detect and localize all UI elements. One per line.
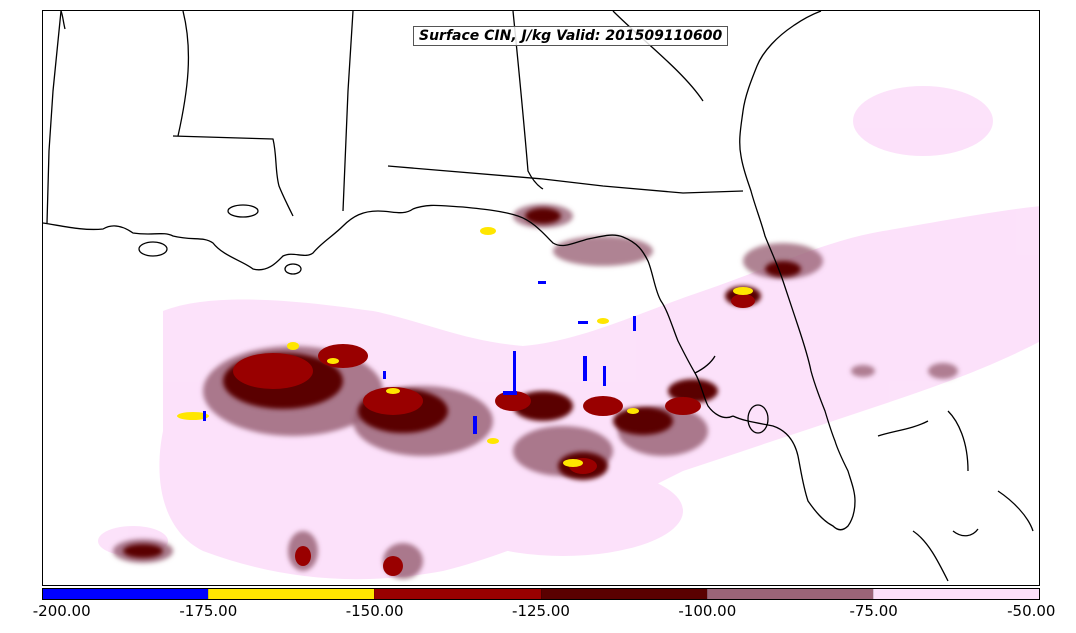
cin-red-layer	[233, 294, 755, 576]
colorbar-tick-label: -200.00	[32, 602, 91, 620]
colorbar-tick-label: -100.00	[678, 602, 737, 620]
colorbar-segment	[706, 589, 873, 599]
colorbar-segment	[43, 589, 209, 599]
map-canvas	[43, 11, 1039, 582]
map-panel: Surface CIN, J/kg Valid: 201509110600	[42, 10, 1040, 586]
cin-light-pink-layer	[98, 86, 1039, 580]
cin-blue-layer	[203, 281, 636, 434]
colorbar-tick-label: -75.00	[849, 602, 898, 620]
colorbar-segment	[208, 589, 375, 599]
colorbar	[42, 588, 1040, 600]
colorbar-tick-label: -50.00	[1007, 602, 1056, 620]
colorbar-tick-label: -150.00	[345, 602, 404, 620]
colorbar-tick-label: -125.00	[512, 602, 570, 620]
colorbar-tick-label: -175.00	[179, 602, 238, 620]
colorbar-segment	[872, 589, 1040, 599]
map-title: Surface CIN, J/kg Valid: 201509110600	[413, 26, 729, 46]
colorbar-tick-labels: -200.00 -175.00 -150.00 -125.00 -100.00 -75.0…	[0, 602, 1076, 626]
colorbar-segment	[374, 589, 541, 599]
colorbar-segment	[540, 589, 707, 599]
coastline-and-borders	[43, 11, 1034, 582]
cin-yellow-layer	[177, 227, 753, 467]
